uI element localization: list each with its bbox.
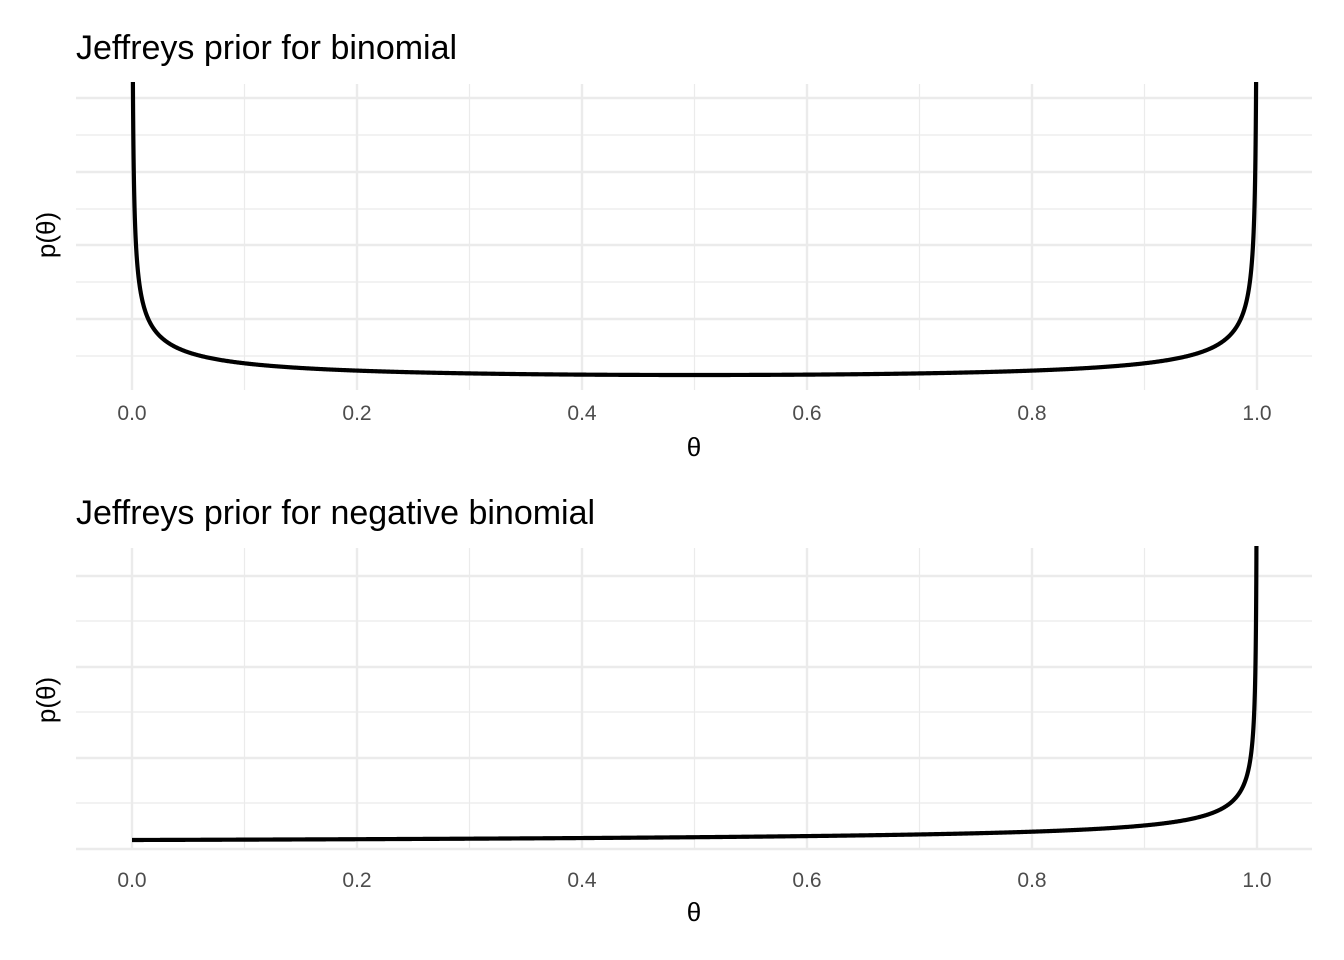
x-tick-label: 0.4 (567, 869, 597, 892)
x-axis-label-negative-binomial: θ (687, 897, 701, 927)
x-tick-label: 1.0 (1242, 402, 1271, 425)
panel-negative-binomial: Jeffreys prior for negative binomial 0.0… (31, 494, 1312, 927)
x-tick-labels-binomial: 0.0 0.2 0.4 0.6 0.8 1.0 (117, 402, 1271, 425)
x-tick-label: 0.4 (567, 402, 597, 425)
x-axis-label-binomial: θ (687, 432, 701, 462)
y-axis-label-negative-binomial: p(θ) (31, 677, 61, 723)
x-tick-label: 0.0 (117, 869, 146, 892)
grid-binomial (76, 84, 1312, 390)
x-tick-label: 0.8 (1017, 402, 1046, 425)
x-tick-labels-negative-binomial: 0.0 0.2 0.4 0.6 0.8 1.0 (117, 869, 1271, 892)
grid-negative-binomial (76, 548, 1312, 851)
x-tick-label: 0.2 (342, 869, 371, 892)
line-series-binomial (130, 80, 1259, 378)
chart-title-negative-binomial: Jeffreys prior for negative binomial (76, 494, 595, 532)
x-tick-label: 0.6 (792, 402, 821, 425)
x-tick-label: 0.2 (342, 402, 371, 425)
x-tick-label: 0.6 (792, 869, 821, 892)
chart-title-binomial: Jeffreys prior for binomial (76, 29, 457, 67)
x-tick-label: 1.0 (1242, 869, 1271, 892)
x-tick-label: 0.8 (1017, 869, 1046, 892)
x-tick-label: 0.0 (117, 402, 146, 425)
y-axis-label-binomial: p(θ) (31, 212, 61, 258)
line-series-negative-binomial (129, 544, 1259, 843)
panel-binomial: Jeffreys prior for binomial 0.0 0.2 0.4 0.6… (31, 29, 1312, 462)
